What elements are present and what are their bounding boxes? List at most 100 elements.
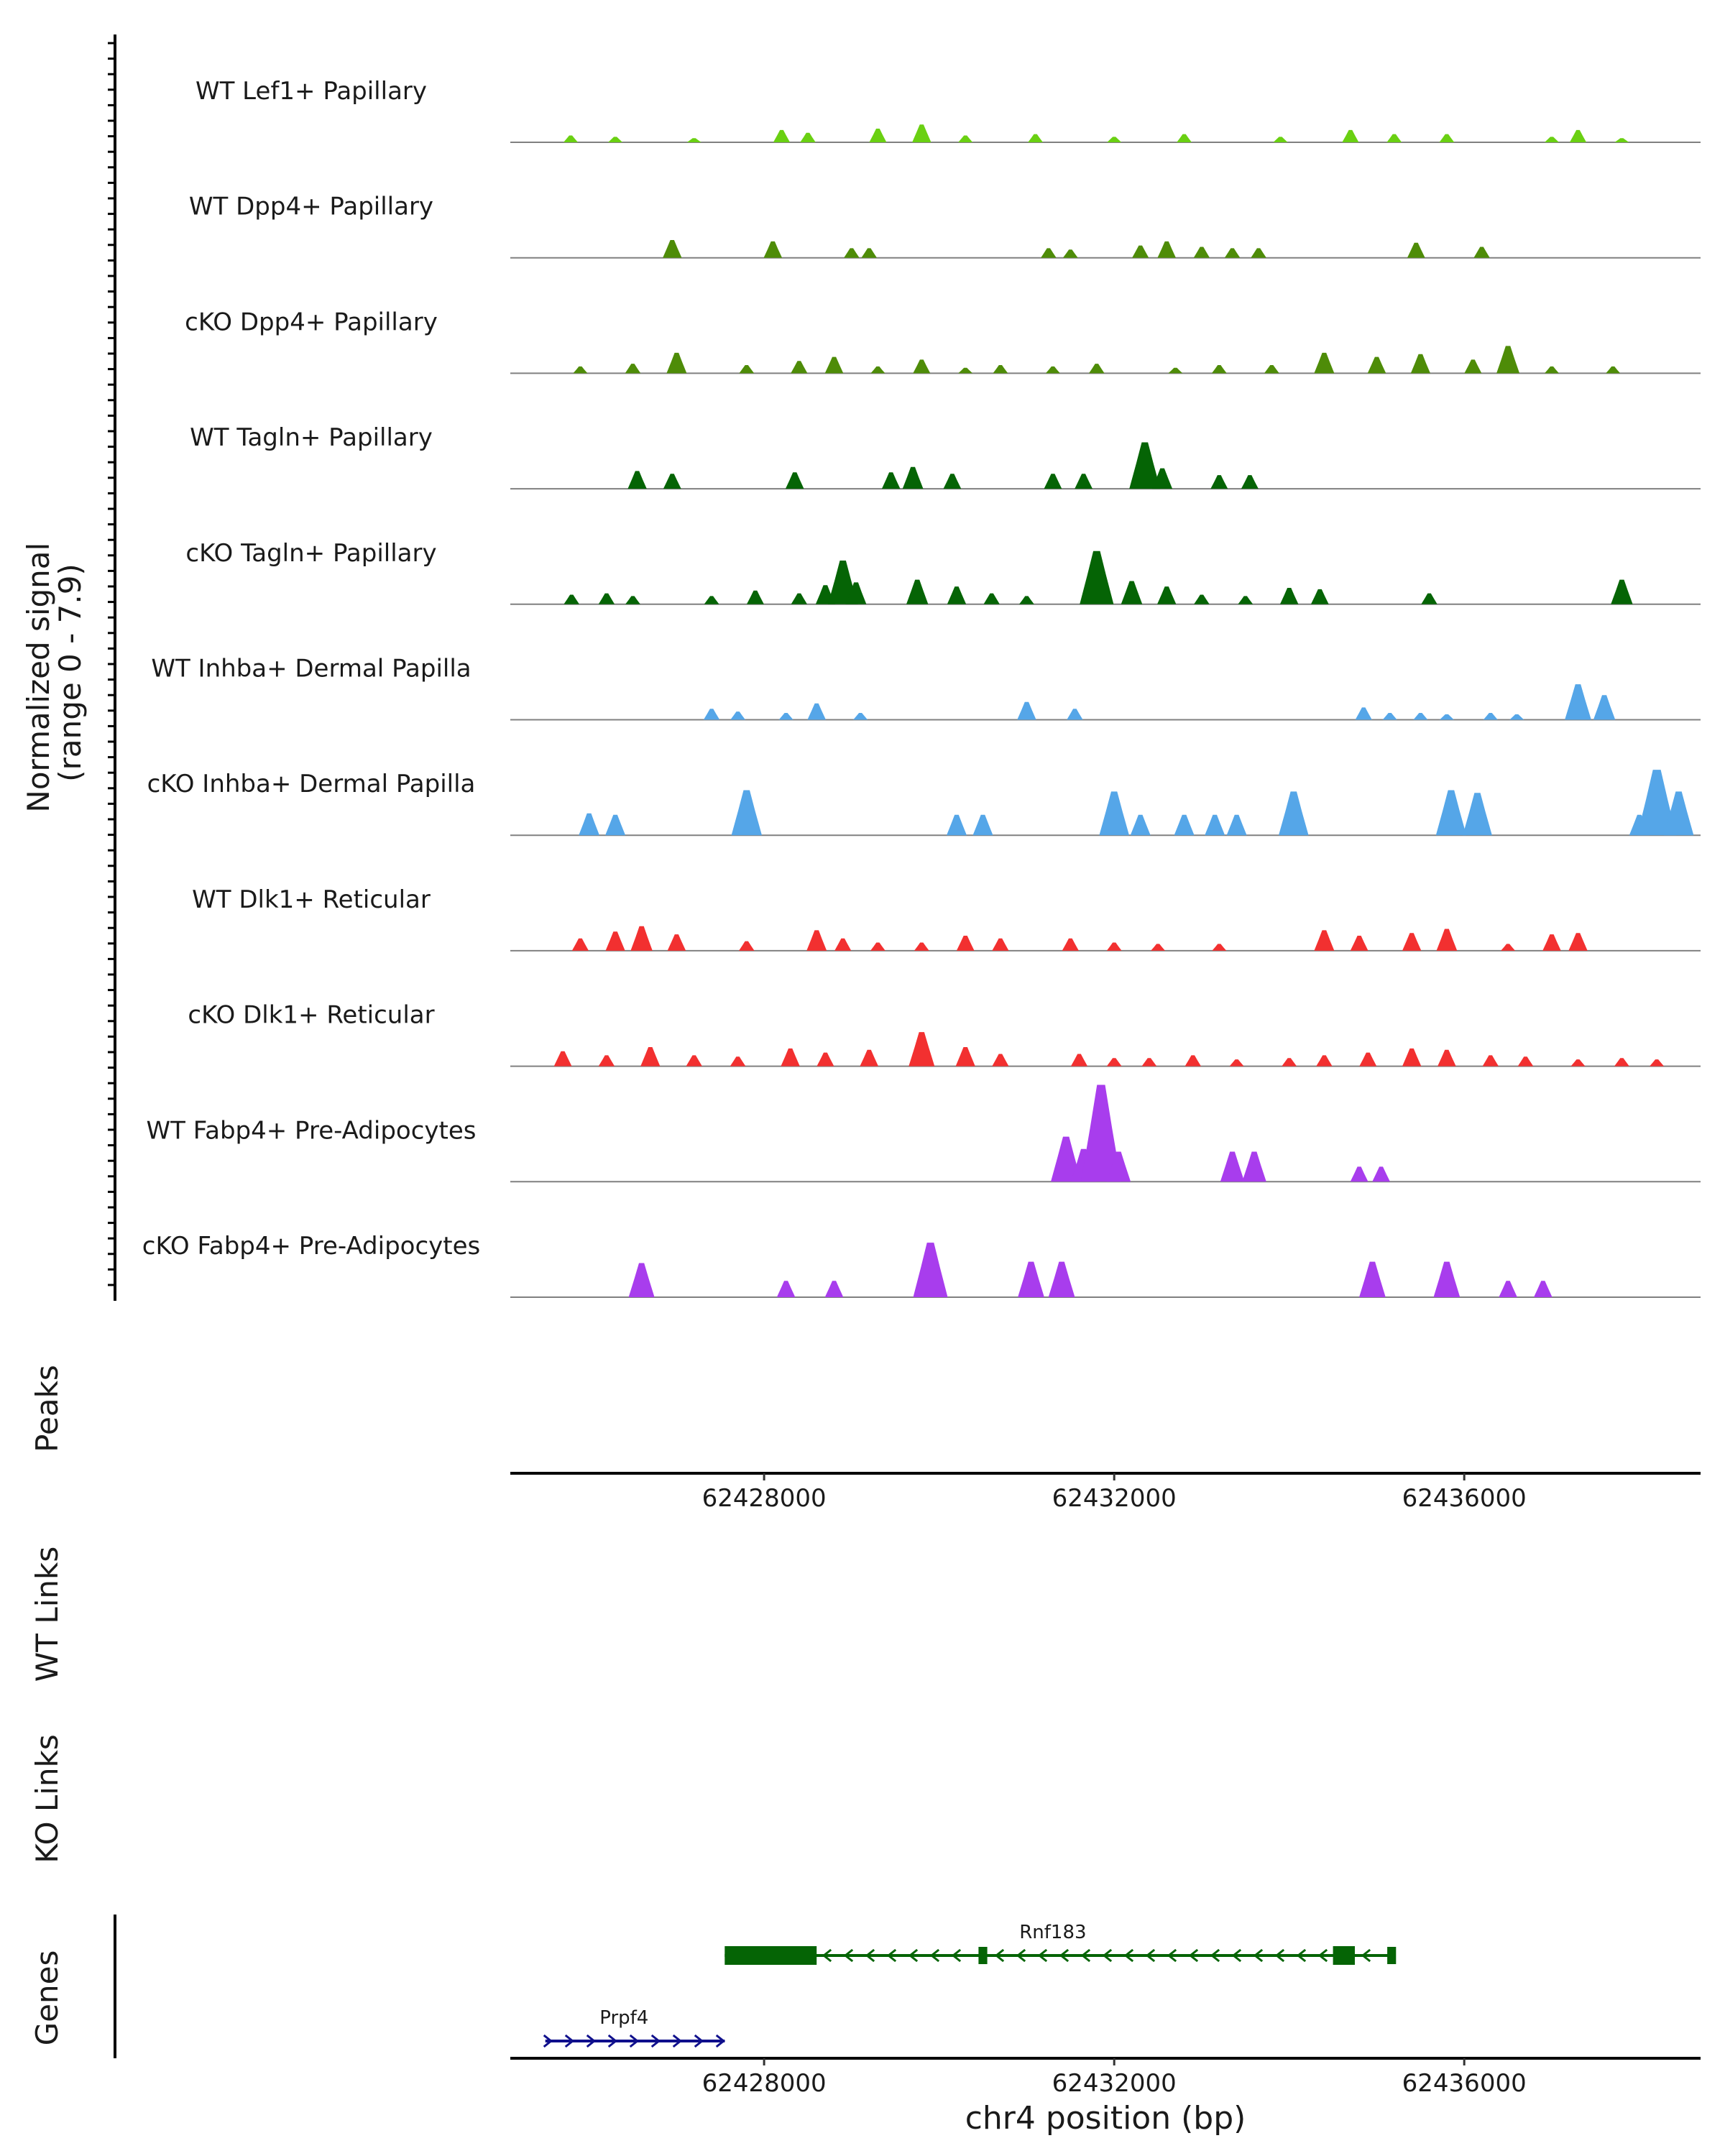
signal-peak <box>1062 938 1079 951</box>
signal-peak <box>834 938 852 951</box>
coverage-tracks: WT Lef1+ Papillary WT Dpp4+ Papillary cKO … <box>142 77 1701 1298</box>
track-label: WT Dpp4+ Papillary <box>189 193 433 221</box>
signal-peak <box>628 1263 655 1297</box>
track-7: WT Dlk1+ Reticular <box>192 885 1701 952</box>
signal-peak <box>1314 352 1335 374</box>
strand-arrow <box>1296 1948 1307 1963</box>
genes-x-axis: 62428000 62432000 62436000 <box>510 2057 1701 2098</box>
track-8: cKO Dlk1+ Reticular <box>188 1001 1701 1067</box>
x-tick-label: 62436000 <box>1402 1484 1527 1513</box>
signal-peak <box>1132 245 1149 258</box>
signal-peak <box>869 129 887 142</box>
signal-peak <box>958 367 973 374</box>
track-1: WT Dpp4+ Papillary <box>189 193 1701 259</box>
signal-peak <box>861 248 877 258</box>
signal-peak <box>1106 1058 1122 1067</box>
signal-peak <box>1224 248 1241 258</box>
signal-peak <box>1650 1059 1665 1067</box>
signal-peak <box>1041 248 1057 258</box>
strand-arrow <box>1145 1948 1156 1963</box>
signal-peak <box>1205 814 1225 836</box>
signal-peak <box>1611 579 1633 604</box>
signal-peak <box>1044 474 1062 489</box>
signal-peak <box>746 590 764 604</box>
signal-peak <box>1565 684 1591 720</box>
strand-arrow <box>1037 1948 1048 1963</box>
signal-peak <box>1593 695 1616 720</box>
signal-peak <box>1509 714 1524 720</box>
signal-peak <box>1028 134 1043 142</box>
signal-peak <box>630 926 653 951</box>
signal-peak <box>791 361 808 374</box>
signal-peak <box>579 813 599 836</box>
signal-peak <box>1534 1281 1552 1297</box>
track-label: cKO Fabp4+ Pre-Adipocytes <box>142 1232 481 1261</box>
signal-peak <box>1545 366 1559 374</box>
track-label: cKO Inhba+ Dermal Papilla <box>147 770 476 798</box>
signal-peak <box>1193 247 1210 258</box>
signal-peak <box>955 1047 975 1067</box>
signal-peak <box>1141 1058 1157 1067</box>
signal-axis-title-line-1: Normalized signal <box>21 543 56 813</box>
gene-name: Rnf183 <box>1019 1922 1086 1943</box>
signal-axis-ticks <box>108 42 115 1286</box>
gene-rnf183: Rnf183 <box>724 1922 1397 1965</box>
strand-arrow <box>1361 1948 1371 1963</box>
signal-peak <box>663 474 681 489</box>
signal-peak <box>881 472 901 489</box>
signal-peak <box>1501 944 1516 951</box>
signal-peak <box>1238 596 1254 604</box>
signal-peak <box>1439 714 1454 720</box>
strand-arrow <box>822 1948 832 1963</box>
signal-peak <box>1157 241 1176 258</box>
signal-peak <box>1436 929 1458 951</box>
signal-peak <box>947 814 967 836</box>
strand-arrow <box>929 1948 940 1963</box>
signal-peak <box>1316 1055 1333 1067</box>
signal-peak <box>1251 248 1266 258</box>
signal-peak <box>1433 1261 1460 1297</box>
signal-peak <box>1168 367 1183 374</box>
signal-peak <box>958 135 973 142</box>
strand-arrow <box>1317 1948 1328 1963</box>
track-label: cKO Dpp4+ Papillary <box>185 308 438 336</box>
signal-peak <box>1517 1056 1534 1067</box>
strand-arrow <box>694 2034 704 2048</box>
x-tick-label: 62432000 <box>1052 1484 1177 1513</box>
strand-arrow <box>1253 1948 1264 1963</box>
signal-peak <box>1184 1055 1201 1067</box>
signal-peak <box>1070 1054 1088 1067</box>
signal-peak <box>731 790 762 836</box>
signal-peak <box>666 352 687 374</box>
track-label: WT Lef1+ Papillary <box>196 77 427 106</box>
track-label: cKO Dlk1+ Reticular <box>188 1001 434 1030</box>
gene-exon <box>724 1946 817 1965</box>
signal-peak <box>913 359 931 374</box>
signal-peak <box>1542 934 1561 951</box>
signal-peak <box>1499 1281 1517 1297</box>
track-5: WT Inhba+ Dermal Papilla <box>151 655 1701 721</box>
signal-peak <box>914 942 929 951</box>
signal-peak <box>781 1048 800 1067</box>
signal-peak <box>1075 474 1092 489</box>
signal-peak <box>739 365 755 374</box>
strand-arrow <box>1080 1948 1091 1963</box>
signal-peak <box>1048 1261 1075 1297</box>
signal-peak <box>564 594 579 604</box>
signal-peak <box>571 938 589 951</box>
signal-peak <box>1350 1166 1368 1182</box>
signal-peak <box>1435 790 1467 836</box>
signal-peak <box>1483 713 1498 720</box>
signal-peak <box>1413 713 1428 720</box>
signal-peak <box>739 941 755 951</box>
signal-peak <box>1212 944 1227 951</box>
signal-peak <box>902 466 924 489</box>
gene-prpf4: Prpf4 <box>543 2007 726 2048</box>
strand-arrow <box>1123 1948 1134 1963</box>
signal-peak <box>906 579 929 604</box>
x-tick-label: 62428000 <box>702 2069 827 2098</box>
signal-peak <box>1220 1151 1245 1182</box>
signal-peak <box>1545 137 1559 142</box>
signal-peak <box>1264 365 1279 374</box>
signal-peak <box>1194 594 1210 604</box>
